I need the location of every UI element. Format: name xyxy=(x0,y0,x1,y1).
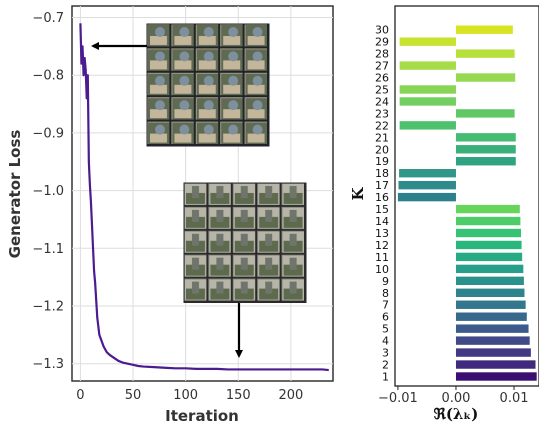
eigen-bar-k16 xyxy=(397,192,456,202)
eigen-bar-k24 xyxy=(399,97,456,106)
eigen-bar-k28 xyxy=(455,49,515,58)
eigen-bar-k17 xyxy=(398,180,456,190)
eigen-k-tick-label: 11 xyxy=(375,251,389,264)
eigen-k-tick-label: 15 xyxy=(375,203,389,216)
eigen-y-axis-label: K xyxy=(349,187,367,201)
eigen-k-tick-label: 12 xyxy=(375,239,389,252)
eigen-x-tick-label: 0.00 xyxy=(441,391,470,406)
eigen-k-tick-label: 1 xyxy=(382,371,389,384)
loss-y-tick-label: −0.9 xyxy=(32,126,64,141)
late-samples-image xyxy=(183,182,307,303)
eigen-k-tick-label: 21 xyxy=(375,131,389,144)
eigen-x-tick-label: 0.01 xyxy=(500,391,529,406)
eigen-k-tick-label: 25 xyxy=(375,83,389,96)
eigen-bar-k6 xyxy=(455,312,527,321)
loss-x-tick-labels: 0 50 100 150 200 xyxy=(76,388,303,403)
eigen-k-tick-label: 29 xyxy=(375,36,389,49)
eigen-bar-k25 xyxy=(399,85,456,94)
eigen-k-tick-label: 6 xyxy=(382,311,389,324)
eigen-k-tick-label: 19 xyxy=(375,155,389,168)
loss-x-tick-label: 0 xyxy=(76,388,84,403)
loss-x-tick-label: 100 xyxy=(173,388,198,403)
eigen-bar-k2 xyxy=(455,360,536,369)
loss-x-tick-label: 200 xyxy=(278,388,303,403)
eigen-k-tick-label: 2 xyxy=(382,359,389,372)
eigen-bar-k21 xyxy=(455,133,516,142)
loss-x-tick-label: 150 xyxy=(226,388,251,403)
eigen-bar-k19 xyxy=(455,157,516,166)
eigen-bar-k20 xyxy=(455,145,516,154)
eigen-bar-k22 xyxy=(399,121,456,130)
eigen-k-tick-label: 7 xyxy=(382,299,389,312)
eigen-k-tick-label: 26 xyxy=(375,72,389,85)
eigen-k-tick-label: 4 xyxy=(382,335,389,348)
eigen-bar-k27 xyxy=(399,61,456,70)
eigen-bar-k8 xyxy=(455,288,525,297)
eigen-bar-k3 xyxy=(455,348,531,357)
eigen-bar-k9 xyxy=(455,276,524,286)
eigen-bars xyxy=(397,25,537,381)
eigen-k-tick-label: 20 xyxy=(375,143,389,156)
loss-y-tick-labels: −0.7 −0.8 −0.9 −1.0 −1.1 −1.2 −1.3 xyxy=(32,11,64,372)
loss-y-tick-label: −1.1 xyxy=(32,242,64,257)
eigen-bar-k18 xyxy=(399,169,456,178)
eigen-x-tick-labels: −0.01 0.00 0.01 xyxy=(378,386,529,406)
loss-y-tick-label: −1.3 xyxy=(32,357,64,372)
eigen-k-tick-label: 9 xyxy=(382,275,389,288)
eigen-x-tick-label: −0.01 xyxy=(378,391,418,406)
eigen-k-tick-label: 13 xyxy=(375,227,389,240)
eigen-k-tick-label: 30 xyxy=(375,24,389,37)
eigen-bar-k15 xyxy=(455,204,520,214)
eigen-k-tick-label: 28 xyxy=(375,48,389,61)
early-samples-image xyxy=(146,23,270,147)
eigen-bar-k7 xyxy=(455,300,526,309)
eigen-bar-k13 xyxy=(455,228,521,238)
loss-x-tick-label: 50 xyxy=(125,388,142,403)
eigen-k-tick-label: 17 xyxy=(375,179,389,192)
loss-y-tick-label: −0.7 xyxy=(32,11,64,26)
loss-series-line xyxy=(79,23,329,372)
eigen-k-tick-label: 5 xyxy=(382,323,389,336)
eigen-k-tick-label: 23 xyxy=(375,107,389,120)
eigen-k-tick-label: 8 xyxy=(382,287,389,300)
eigen-x-axis-label: ℜ(λₖ) xyxy=(434,405,479,423)
eigen-chart: 1234567891011121314151617181920212223242… xyxy=(349,5,539,423)
eigen-bar-k5 xyxy=(455,324,529,333)
eigen-k-tick-label: 18 xyxy=(375,167,389,180)
eigen-k-tick-label: 16 xyxy=(375,191,389,204)
eigen-bar-k14 xyxy=(455,216,521,226)
loss-chart: −0.7 −0.8 −0.9 −1.0 −1.1 −1.2 −1.3 0 50 100 150 20… xyxy=(6,5,334,425)
eigen-k-tick-label: 3 xyxy=(382,347,389,360)
eigen-k-tick-label: 10 xyxy=(375,263,389,276)
eigen-bar-k1 xyxy=(455,372,537,381)
eigen-bar-k30 xyxy=(455,25,513,34)
eigen-bar-k4 xyxy=(455,336,530,345)
loss-y-tick-label: −1.2 xyxy=(32,300,64,315)
eigen-bar-k12 xyxy=(455,240,522,250)
loss-y-tick-label: −0.8 xyxy=(32,69,64,84)
eigen-bar-k23 xyxy=(455,109,515,118)
eigen-k-tick-labels: 1234567891011121314151617181920212223242… xyxy=(375,24,389,384)
eigen-k-tick-label: 27 xyxy=(375,60,389,73)
eigen-bar-k26 xyxy=(455,73,516,82)
eigen-k-tick-label: 24 xyxy=(375,95,389,108)
eigen-k-tick-label: 14 xyxy=(375,215,389,228)
loss-y-tick-label: −1.0 xyxy=(32,184,64,199)
eigen-k-tick-label: 22 xyxy=(375,119,389,132)
eigen-bar-k10 xyxy=(455,264,524,274)
loss-x-axis-label: Iteration xyxy=(165,407,239,425)
eigen-bar-k11 xyxy=(455,252,523,262)
eigen-bar-k29 xyxy=(399,37,456,46)
loss-y-axis-label: Generator Loss xyxy=(6,130,24,259)
